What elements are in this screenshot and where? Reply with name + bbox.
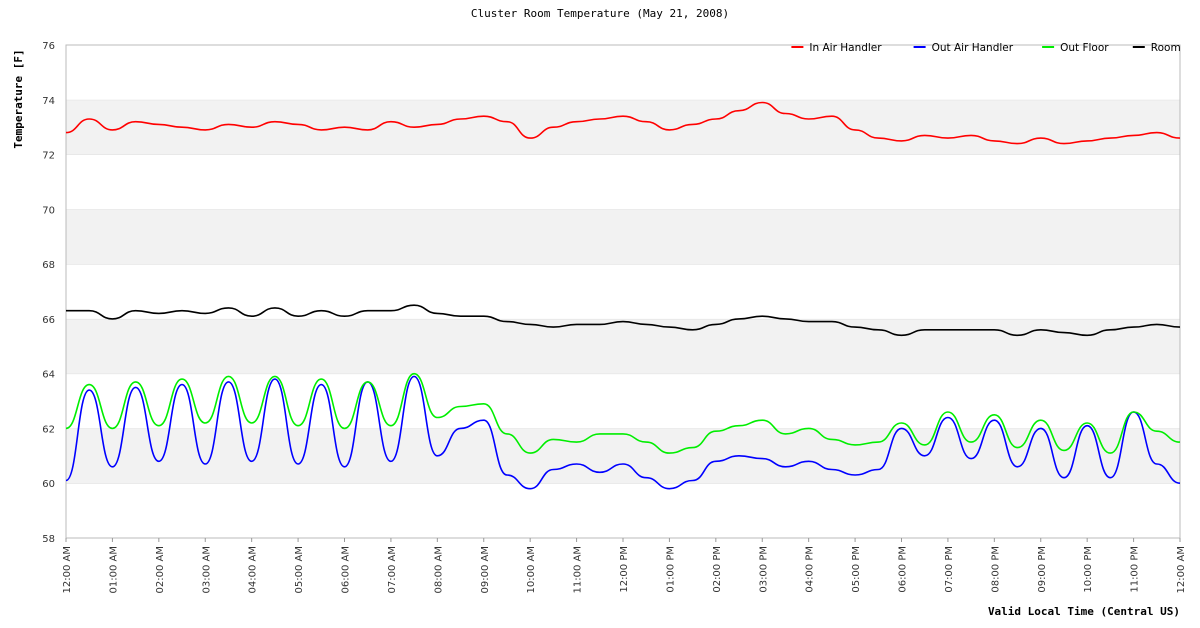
series-line-out-floor <box>65 372 1181 454</box>
grid-band <box>66 45 1180 100</box>
x-tick-label: 05:00 PM <box>851 546 862 593</box>
y-tick-label: 58 <box>42 534 55 545</box>
x-tick-label: 12:00 AM <box>1176 546 1187 593</box>
x-tick-label: 03:00 PM <box>758 546 769 593</box>
x-tick-label: 11:00 AM <box>573 546 584 593</box>
grid-band <box>66 428 1180 484</box>
grid-band <box>66 154 1180 210</box>
x-tick-label: 10:00 AM <box>526 546 537 593</box>
series-line-in-air-handler <box>65 101 1181 145</box>
legend: In Air Handler Out Air Handler Out Floor Ro… <box>791 42 1181 54</box>
legend-label: Out Air Handler <box>932 42 1014 54</box>
x-tick-label: 07:00 PM <box>944 546 955 593</box>
x-tick-label: 08:00 PM <box>990 546 1001 593</box>
grid-band <box>66 373 1180 429</box>
y-tick-label: 60 <box>42 479 55 490</box>
grid-band <box>66 99 1180 155</box>
x-tick-label: 10:00 PM <box>1083 546 1094 593</box>
y-tick-label: 68 <box>42 260 55 271</box>
grid-band <box>66 483 1180 538</box>
x-tick-label: 09:00 AM <box>480 546 491 593</box>
series-lines <box>65 101 1181 490</box>
x-tick-label: 12:00 PM <box>619 546 630 593</box>
x-tick-label: 01:00 AM <box>108 546 119 593</box>
series-line-out-air-handler <box>65 375 1181 490</box>
x-tick-label: 03:00 AM <box>201 546 212 593</box>
grid-bands <box>66 44 1180 538</box>
series-line-room <box>66 304 1181 337</box>
x-tick-label: 06:00 PM <box>898 546 909 593</box>
y-tick-label: 62 <box>42 424 55 435</box>
y-tick-label: 74 <box>42 96 55 107</box>
x-tick-label: 11:00 PM <box>1130 546 1141 593</box>
grid-band <box>66 209 1180 265</box>
x-axis: 12:00 AM 01:00 AM 02:00 AM 03:00 AM 04:00 AM… <box>62 538 1187 593</box>
y-tick-label: 66 <box>42 315 55 326</box>
x-tick-label: 05:00 AM <box>294 546 305 593</box>
x-tick-label: 06:00 AM <box>341 546 352 593</box>
legend-label: Room <box>1151 42 1181 54</box>
y-tick-label: 72 <box>42 151 55 162</box>
x-tick-label: 04:00 PM <box>805 546 816 593</box>
y-tick-label: 76 <box>42 41 55 52</box>
x-tick-label: 02:00 PM <box>712 546 723 593</box>
x-axis-label: Valid Local Time (Central US) <box>988 605 1180 618</box>
x-tick-label: 08:00 AM <box>433 546 444 593</box>
y-axis: 58 60 62 64 66 68 70 72 74 76 <box>42 41 55 545</box>
grid-band <box>66 264 1180 319</box>
y-axis-label: Temperature [F] <box>12 49 25 148</box>
x-tick-label: 12:00 AM <box>62 546 73 593</box>
x-tick-label: 01:00 PM <box>665 546 676 593</box>
legend-label: Out Floor <box>1060 42 1109 54</box>
chart-title: Cluster Room Temperature (May 21, 2008) <box>471 7 729 20</box>
y-tick-label: 70 <box>42 205 55 216</box>
x-tick-label: 02:00 AM <box>155 546 166 593</box>
y-tick-label: 64 <box>42 370 55 381</box>
legend-label: In Air Handler <box>809 42 882 54</box>
x-tick-label: 04:00 AM <box>248 546 259 593</box>
x-tick-label: 07:00 AM <box>387 546 398 593</box>
x-tick-label: 09:00 PM <box>1037 546 1048 593</box>
grid-band <box>66 318 1180 374</box>
